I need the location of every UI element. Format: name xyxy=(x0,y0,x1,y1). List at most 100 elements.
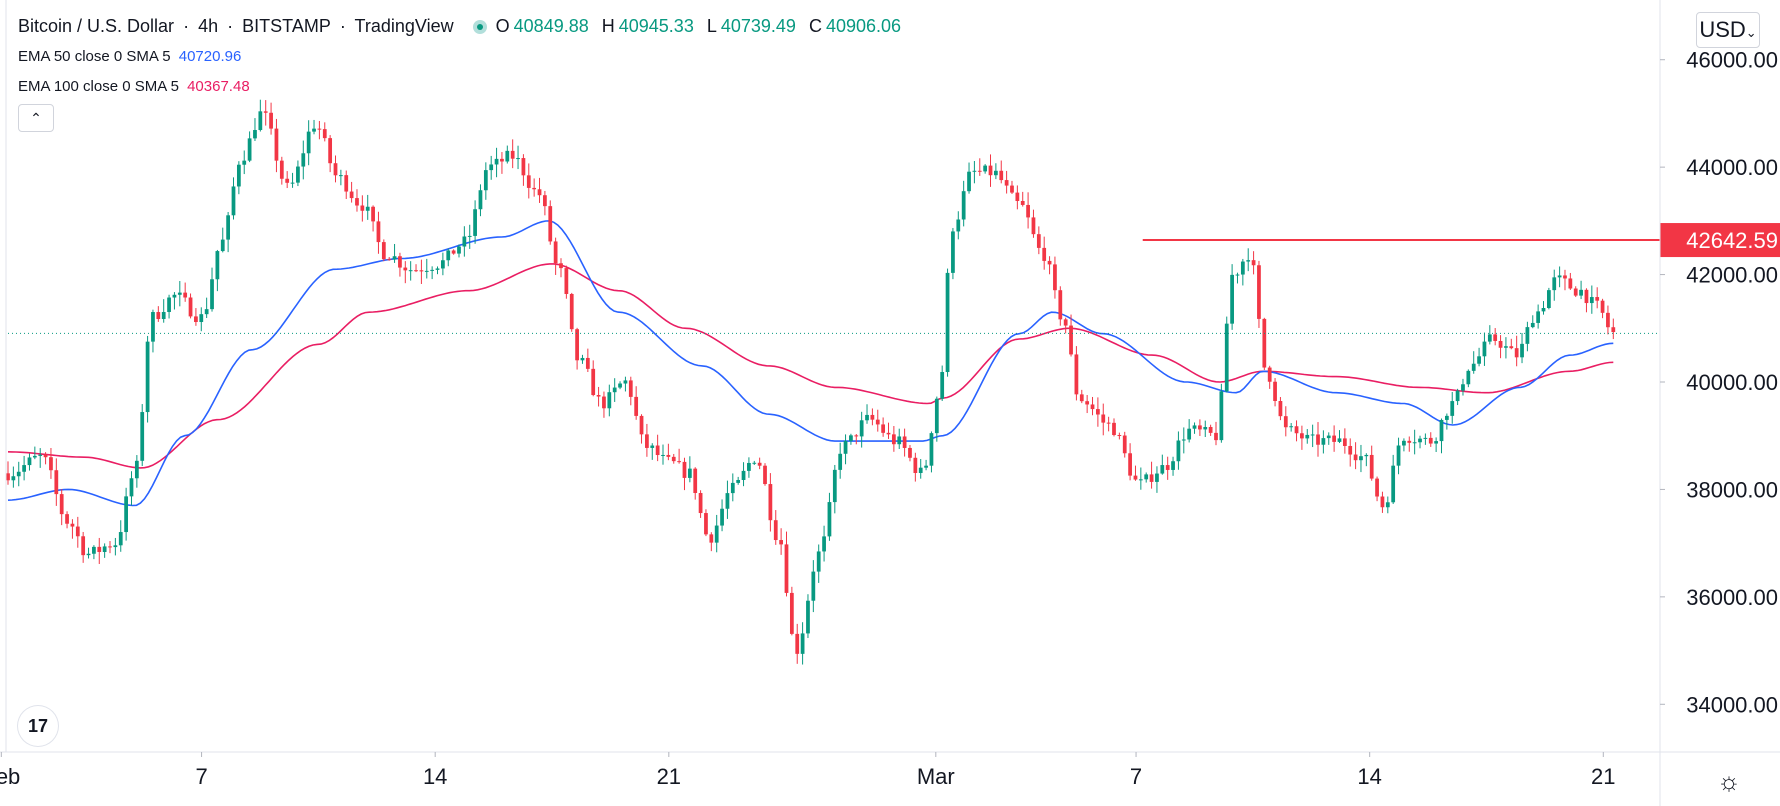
candle-body xyxy=(1010,185,1014,193)
candle-body xyxy=(1149,474,1154,482)
time-tick-label: 14 xyxy=(423,764,447,789)
candle-body xyxy=(838,453,843,470)
candle-body xyxy=(371,206,375,222)
candle-body xyxy=(70,523,75,527)
candle-body xyxy=(1138,479,1143,481)
candle-body xyxy=(891,434,896,445)
candle-body xyxy=(301,153,306,167)
candle-body xyxy=(516,158,520,160)
candle-body xyxy=(1369,454,1374,479)
candle-body xyxy=(1300,433,1304,439)
ohlc-close: C 40906.06 xyxy=(808,16,902,36)
chart-overlays: 42642.59 xyxy=(8,223,1780,334)
candle-body xyxy=(929,433,934,466)
candle-body xyxy=(1423,437,1428,439)
currency-selector[interactable]: USD⌄ xyxy=(1696,12,1760,48)
candle-body xyxy=(1176,440,1181,462)
ema50-legend[interactable]: EMA 50 close 0 SMA 5 40720.96 xyxy=(18,48,245,65)
candle-body xyxy=(1552,277,1557,291)
candle-body xyxy=(1337,438,1342,442)
market-status-icon[interactable] xyxy=(472,20,487,35)
candle-body xyxy=(226,215,231,240)
candle-body xyxy=(1611,327,1616,333)
candle-body xyxy=(210,279,214,310)
candle-body xyxy=(843,440,848,454)
candle-body xyxy=(419,270,424,272)
candle-body xyxy=(1316,434,1320,445)
candle-body xyxy=(365,206,370,211)
candle-body xyxy=(682,461,687,478)
candle-body xyxy=(392,256,397,260)
time-tick-label: 7 xyxy=(1130,764,1142,789)
ema100-legend[interactable]: EMA 100 close 0 SMA 5 40367.48 xyxy=(18,78,254,95)
collapse-legend-button[interactable]: ⌃ xyxy=(18,104,54,132)
candle-body xyxy=(795,633,800,654)
candle-body xyxy=(457,246,461,254)
candle-body xyxy=(387,259,392,261)
candle-body xyxy=(1273,381,1277,401)
symbol-legend[interactable]: Bitcoin / U.S. Dollar · 4h · BITSTAMP · … xyxy=(18,16,909,37)
candle-body xyxy=(483,170,488,191)
candle-body xyxy=(623,380,628,384)
candle-body xyxy=(49,457,53,471)
candle-body xyxy=(59,494,64,515)
price-tick-label: 40000.00 xyxy=(1686,370,1778,395)
candle-body xyxy=(220,239,225,252)
ema50-series xyxy=(7,220,1614,507)
candle-body xyxy=(564,268,569,294)
candle-body xyxy=(1224,323,1229,392)
candle-body xyxy=(687,468,692,478)
candle-body xyxy=(655,445,660,456)
candle-body xyxy=(1160,465,1165,474)
candle-body xyxy=(999,170,1004,181)
candle-body xyxy=(897,436,902,445)
candle-body xyxy=(677,461,681,463)
candle-body xyxy=(113,545,118,548)
candle-body xyxy=(1348,445,1353,455)
interval-label[interactable]: 4h xyxy=(198,16,219,36)
candle-body xyxy=(1396,445,1401,466)
candle-body xyxy=(1477,356,1481,364)
candle-body xyxy=(569,293,574,330)
candle-body xyxy=(1096,409,1100,415)
settings-gear-icon[interactable]: ☼ xyxy=(1717,766,1741,796)
candle-body xyxy=(1042,247,1047,261)
candle-body xyxy=(1026,204,1030,218)
candle-body xyxy=(1568,278,1573,289)
time-tick-label: 21 xyxy=(657,764,681,789)
candle-body xyxy=(596,395,601,397)
tradingview-logo-icon[interactable]: 17 xyxy=(18,706,58,746)
candle-body xyxy=(532,187,537,190)
candle-body xyxy=(1106,422,1111,424)
candle-body xyxy=(1063,319,1068,326)
candle-body xyxy=(27,457,32,466)
candle-body xyxy=(355,198,359,206)
candle-body xyxy=(779,540,784,545)
candle-body xyxy=(1493,334,1498,341)
candle-body xyxy=(543,195,547,207)
candle-body xyxy=(242,160,247,165)
candle-body xyxy=(806,600,810,634)
candle-body xyxy=(945,272,950,373)
symbol-name[interactable]: Bitcoin / U.S. Dollar xyxy=(18,16,175,36)
candle-body xyxy=(54,470,59,495)
candle-body xyxy=(1122,435,1127,454)
candle-body xyxy=(908,447,912,458)
candle-body xyxy=(290,182,295,184)
candle-body xyxy=(1187,428,1192,440)
candle-body xyxy=(650,445,655,448)
candle-body xyxy=(1208,426,1213,433)
candle-body xyxy=(693,468,698,494)
candle-body xyxy=(1031,217,1036,235)
chevron-up-icon: ⌃ xyxy=(30,110,42,126)
candle-body xyxy=(1101,414,1106,423)
candle-body xyxy=(473,209,477,236)
candle-body xyxy=(1036,234,1041,248)
price-tick-label: 42000.00 xyxy=(1686,263,1778,288)
candle-body xyxy=(1353,454,1358,461)
candle-body xyxy=(1428,437,1433,444)
candle-body xyxy=(172,294,177,298)
candle-body xyxy=(747,462,751,471)
candle-body xyxy=(1359,456,1363,461)
